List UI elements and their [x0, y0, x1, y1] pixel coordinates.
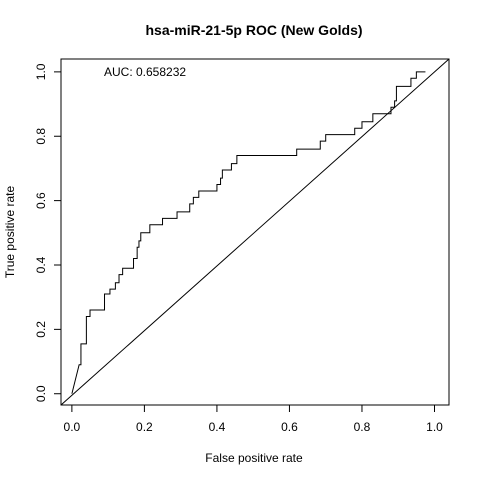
x-tick-label: 0.0: [64, 420, 81, 434]
y-axis: 0.0 0.2 0.4 0.6 0.8 1.0: [34, 63, 62, 402]
y-tick-label: 0.8: [34, 128, 48, 145]
x-tick-label: 0.6: [281, 420, 298, 434]
x-axis-label: False positive rate: [205, 451, 303, 465]
x-axis: 0.0 0.2 0.4 0.6 0.8 1.0: [64, 404, 443, 434]
x-tick-label: 1.0: [426, 420, 443, 434]
auc-annotation: AUC: 0.658232: [104, 65, 186, 79]
y-tick-label: 0.4: [34, 256, 48, 273]
y-tick-label: 0.0: [34, 385, 48, 402]
roc-curve: [71, 71, 426, 394]
y-tick-label: 0.2: [34, 321, 48, 338]
y-axis-label: True positive rate: [3, 186, 17, 279]
chart-title: hsa-miR-21-5p ROC (New Golds): [145, 22, 362, 38]
diagonal-reference-line: [60, 58, 450, 406]
x-tick-label: 0.4: [209, 420, 226, 434]
y-tick-label: 1.0: [34, 63, 48, 80]
x-tick-label: 0.8: [354, 420, 371, 434]
y-tick-label: 0.6: [34, 192, 48, 209]
x-tick-label: 0.2: [136, 420, 153, 434]
series-layer: [60, 58, 450, 406]
